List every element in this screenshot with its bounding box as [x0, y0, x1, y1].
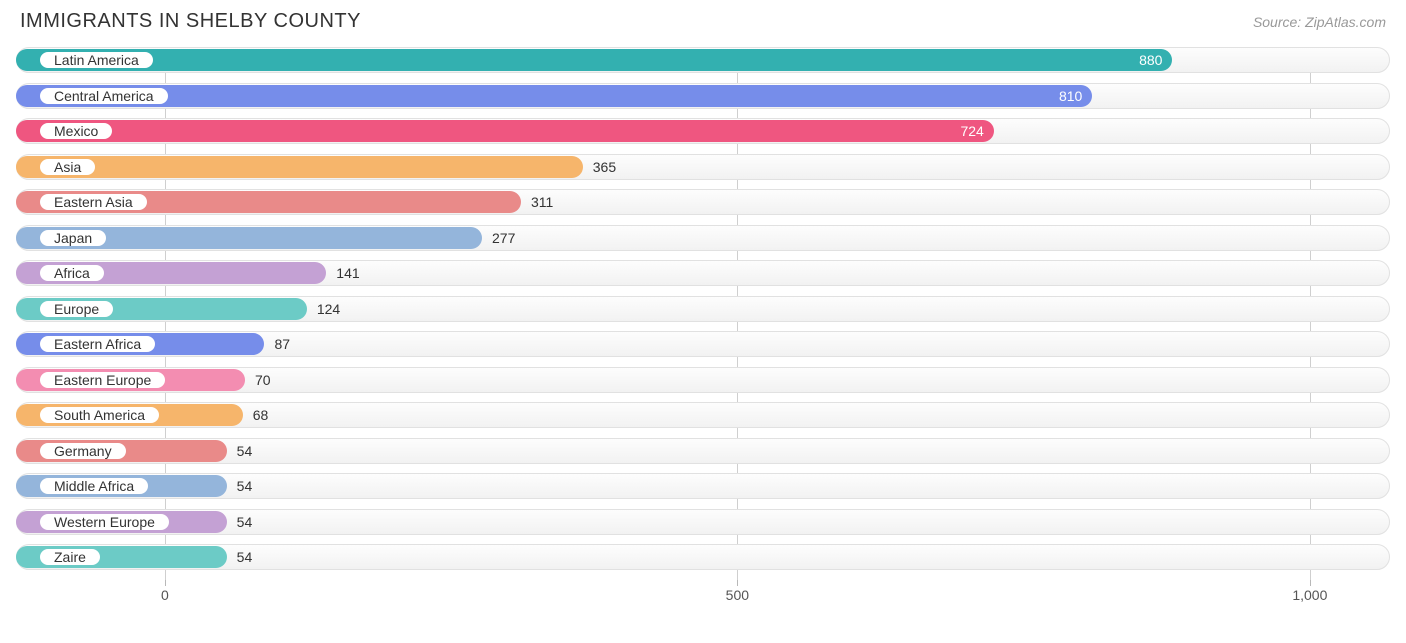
bar-row: 880Latin America	[16, 47, 1390, 73]
bar-row: 54 Germany	[16, 438, 1390, 464]
chart-header: IMMIGRANTS IN SHELBY COUNTY Source: ZipA…	[16, 10, 1390, 33]
bar-label-pill: Zaire	[38, 547, 102, 567]
bar-row: 87 Eastern Africa	[16, 331, 1390, 357]
bar-label-pill: Eastern Africa	[38, 334, 157, 354]
bar-row: 810Central America	[16, 83, 1390, 109]
bar-value: 277	[482, 225, 525, 251]
bar-value: 880	[16, 47, 1172, 73]
bar-row: 68 South America	[16, 402, 1390, 428]
bar-value: 54	[227, 473, 263, 499]
bar-row: 54 Western Europe	[16, 509, 1390, 535]
bar-label-pill: Central America	[38, 86, 170, 106]
axis-tick	[165, 580, 166, 586]
bar-value: 141	[326, 260, 369, 286]
bar-label-pill: Asia	[38, 157, 97, 177]
bar-value: 54	[227, 438, 263, 464]
bar-row: 54 Zaire	[16, 544, 1390, 570]
bar-label-pill: Eastern Asia	[38, 192, 149, 212]
bar-label-pill: Europe	[38, 299, 115, 319]
bar-value: 87	[264, 331, 300, 357]
chart-title: IMMIGRANTS IN SHELBY COUNTY	[20, 10, 361, 33]
bar-row: 124 Europe	[16, 296, 1390, 322]
bar-row: 141 Africa	[16, 260, 1390, 286]
axis-tick	[1310, 580, 1311, 586]
axis-tick	[737, 580, 738, 586]
axis-tick-label: 0	[161, 587, 169, 603]
bar-row: 365 Asia	[16, 154, 1390, 180]
bar-row: 724Mexico	[16, 118, 1390, 144]
bar-label-pill: Africa	[38, 263, 106, 283]
bar-fill	[16, 156, 583, 178]
bar-value: 70	[245, 367, 281, 393]
bar-label-pill: Eastern Europe	[38, 370, 167, 390]
bars-container: 880Latin America 810Central America 724Mex…	[16, 47, 1390, 570]
chart-source: Source: ZipAtlas.com	[1253, 14, 1386, 30]
bar-value: 810	[16, 83, 1092, 109]
axis-tick-label: 1,000	[1292, 587, 1327, 603]
bar-value: 68	[243, 402, 279, 428]
bar-row: 70 Eastern Europe	[16, 367, 1390, 393]
bar-label-pill: Germany	[38, 441, 128, 461]
bar-label-pill: South America	[38, 405, 161, 425]
x-axis: 0 500 1,000	[16, 580, 1390, 608]
bar-row: 277 Japan	[16, 225, 1390, 251]
bar-row: 311 Eastern Asia	[16, 189, 1390, 215]
bar-label-pill: Mexico	[38, 121, 114, 141]
bar-value: 54	[227, 509, 263, 535]
bar-value: 365	[583, 154, 626, 180]
bar-value: 124	[307, 296, 350, 322]
bar-label-pill: Western Europe	[38, 512, 171, 532]
bar-label-pill: Middle Africa	[38, 476, 150, 496]
bar-value: 54	[227, 544, 263, 570]
axis-tick-label: 500	[726, 587, 749, 603]
chart-area: 880Latin America 810Central America 724Mex…	[16, 47, 1390, 608]
bar-label-pill: Latin America	[38, 50, 155, 70]
bar-row: 54 Middle Africa	[16, 473, 1390, 499]
bar-value: 724	[16, 118, 994, 144]
bar-value: 311	[521, 189, 563, 215]
bar-label-pill: Japan	[38, 228, 108, 248]
